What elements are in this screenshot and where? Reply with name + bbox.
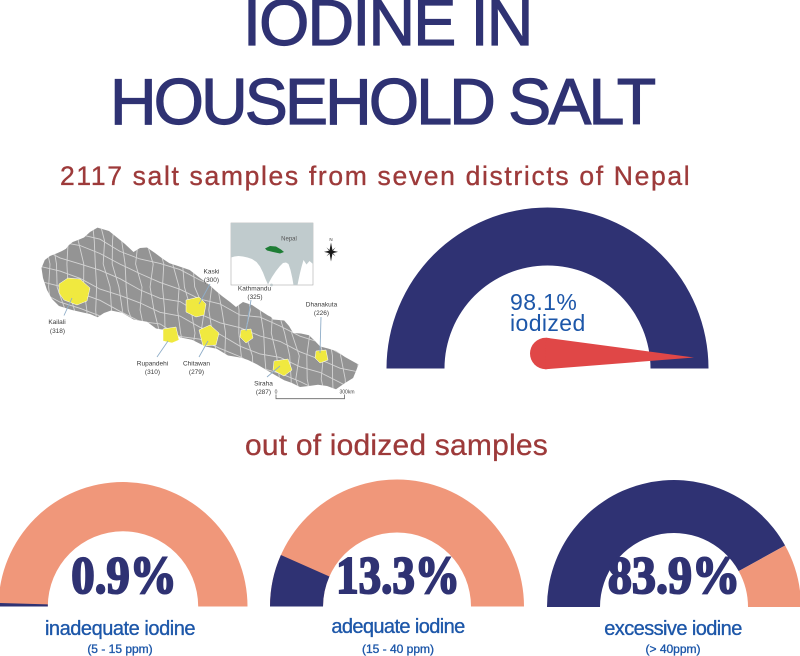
svg-text:(318): (318) — [50, 328, 65, 335]
svg-text:(279): (279) — [189, 369, 204, 376]
svg-text:N: N — [329, 237, 332, 242]
svg-text:(325): (325) — [247, 294, 262, 301]
svg-text:(300): (300) — [204, 277, 219, 284]
svg-text:0: 0 — [275, 390, 278, 396]
svg-text:Rupandehi: Rupandehi — [137, 361, 168, 368]
svg-text:Chitawan: Chitawan — [183, 361, 210, 368]
svg-text:Kathmandu: Kathmandu — [238, 286, 272, 293]
svg-text:Kaski: Kaski — [204, 269, 220, 276]
svg-text:(226): (226) — [314, 310, 329, 317]
svg-text:Dhanakuta: Dhanakuta — [306, 302, 338, 309]
svg-text:Kailali: Kailali — [48, 319, 65, 326]
svg-text:300km: 300km — [339, 390, 354, 396]
svg-text:Siraha: Siraha — [254, 381, 273, 388]
svg-text:Nepal: Nepal — [281, 237, 297, 243]
svg-text:(310): (310) — [145, 369, 160, 376]
svg-text:(287): (287) — [256, 389, 271, 396]
